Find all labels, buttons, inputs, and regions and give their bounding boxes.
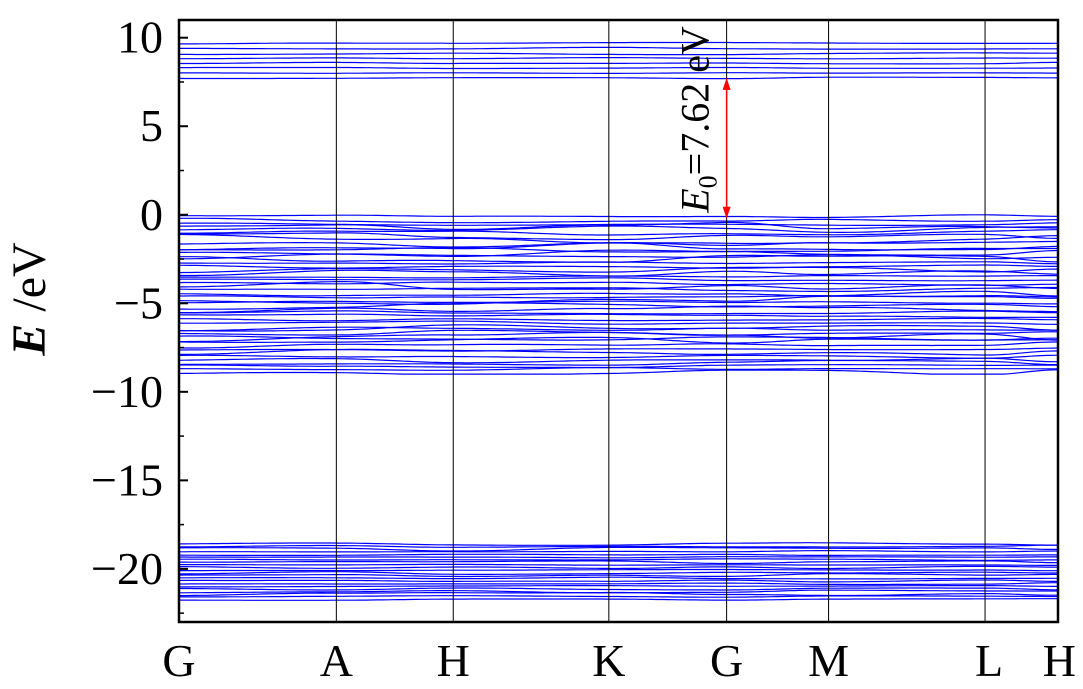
semicore-band-21 bbox=[179, 544, 1058, 548]
y-ticks: 10 5 0 −5 −10 −15 −20 bbox=[91, 12, 188, 614]
valence-band-6 bbox=[179, 354, 1059, 359]
semicore-band-4 bbox=[179, 589, 1058, 594]
gap-label-value: =7.62 eV bbox=[673, 26, 718, 175]
y-tick-label: −10 bbox=[91, 366, 163, 417]
semicore-band-8 bbox=[179, 579, 1058, 583]
semicore-band-17 bbox=[179, 556, 1058, 559]
semicore-band-9 bbox=[179, 576, 1058, 580]
valence-band-17 bbox=[179, 317, 1059, 322]
valence-band-35 bbox=[179, 254, 1059, 263]
y-tick-label: −20 bbox=[91, 543, 163, 594]
valence-band-20 bbox=[179, 305, 1059, 314]
valence-band-3 bbox=[179, 364, 1059, 369]
valence-band-31 bbox=[179, 269, 1059, 277]
conduction-band-5 bbox=[179, 56, 1058, 60]
y-axis-label-unit: /eV bbox=[3, 242, 56, 324]
semicore-band-6 bbox=[179, 584, 1058, 588]
valence-band-14 bbox=[179, 326, 1059, 332]
y-tick-label: 10 bbox=[117, 12, 163, 63]
valence-band-24 bbox=[179, 295, 1059, 299]
valence-band-4 bbox=[178, 359, 1058, 366]
bands-layer bbox=[178, 41, 1059, 601]
x-tick-label-a: A bbox=[320, 635, 353, 686]
semicore-band-7 bbox=[179, 582, 1058, 586]
valence-band-13 bbox=[179, 329, 1059, 336]
valence-band-37 bbox=[179, 249, 1059, 257]
valence-band-29 bbox=[179, 277, 1059, 282]
semicore-band-12 bbox=[179, 568, 1058, 572]
valence-band-22 bbox=[178, 300, 1058, 305]
valence-band-18 bbox=[178, 313, 1058, 318]
x-tick-label-h: H bbox=[437, 635, 470, 686]
y-axis-label-symbol: E bbox=[3, 324, 56, 357]
semicore-band-19 bbox=[179, 549, 1058, 553]
semicore-band-14 bbox=[179, 563, 1058, 567]
semicore-band-10 bbox=[178, 573, 1058, 578]
x-tick-label-k: K bbox=[592, 635, 625, 686]
gap-annotation: E0=7.62 eV bbox=[673, 26, 731, 219]
semicore-band-15 bbox=[179, 560, 1059, 565]
valence-band-41 bbox=[178, 233, 1059, 245]
conduction-band-2 bbox=[179, 72, 1058, 75]
semicore-band-16 bbox=[179, 558, 1058, 561]
x-tick-label-m: M bbox=[808, 635, 849, 686]
valence-band-32 bbox=[178, 266, 1058, 274]
valence-band-5 bbox=[178, 357, 1058, 364]
valence-band-40 bbox=[179, 240, 1059, 248]
conduction-band-7 bbox=[179, 46, 1058, 50]
semicore-band-2 bbox=[179, 595, 1058, 598]
gap-label: E0=7.62 eV bbox=[673, 26, 723, 214]
x-tick-label-g: G bbox=[162, 635, 195, 686]
semicore-band-20 bbox=[178, 546, 1058, 552]
conduction-band-4 bbox=[179, 61, 1058, 65]
valence-band-9 bbox=[178, 341, 1058, 349]
valence-band-16 bbox=[179, 320, 1059, 325]
semicore-band-11 bbox=[178, 571, 1058, 576]
y-axis-label: E /eV bbox=[3, 242, 56, 357]
valence-band-33 bbox=[179, 264, 1058, 269]
x-tick-label-g: G bbox=[710, 635, 743, 686]
valence-band-27 bbox=[179, 281, 1059, 291]
conduction-band-1 bbox=[178, 76, 1059, 80]
valence-band-19 bbox=[179, 310, 1059, 315]
semicore-band-22 bbox=[179, 542, 1058, 546]
semicore-band-13 bbox=[179, 565, 1059, 570]
valence-band-48 bbox=[179, 214, 1059, 219]
conduction-band-3 bbox=[179, 66, 1058, 70]
y-tick-label: 0 bbox=[140, 189, 163, 240]
y-tick-label: 5 bbox=[140, 100, 163, 151]
plot-frame-rect bbox=[177, 18, 1060, 624]
valence-band-47 bbox=[179, 217, 1059, 224]
valence-band-43 bbox=[179, 229, 1058, 236]
valence-band-8 bbox=[179, 347, 1059, 352]
gap-label-subscript: 0 bbox=[694, 175, 723, 188]
gap-arrow-head-top bbox=[722, 77, 731, 90]
semicore-band-1 bbox=[179, 598, 1058, 601]
conduction-band-6 bbox=[179, 52, 1058, 56]
semicore-band-5 bbox=[179, 587, 1058, 591]
valence-band-42 bbox=[179, 232, 1059, 241]
semicore-band-18 bbox=[178, 553, 1059, 557]
valence-band-21 bbox=[178, 302, 1059, 310]
plot-frame bbox=[177, 18, 1060, 624]
conduction-band-8 bbox=[179, 41, 1058, 45]
valence-band-26 bbox=[179, 286, 1058, 293]
gap-arrow-head-bottom bbox=[722, 206, 731, 219]
valence-band-15 bbox=[178, 324, 1059, 332]
valence-band-25 bbox=[178, 290, 1059, 297]
valence-band-46 bbox=[178, 222, 1059, 226]
valence-band-11 bbox=[178, 335, 1058, 341]
valence-band-44 bbox=[179, 225, 1059, 233]
y-tick-label: −5 bbox=[114, 277, 163, 328]
x-tick-label-h: H bbox=[1043, 635, 1076, 686]
gap-label-symbol: E bbox=[673, 188, 718, 213]
y-tick-label: −15 bbox=[91, 454, 163, 505]
x-tick-label-l: L bbox=[975, 635, 1003, 686]
valence-band-28 bbox=[178, 281, 1059, 286]
valence-band-1 bbox=[178, 369, 1059, 375]
